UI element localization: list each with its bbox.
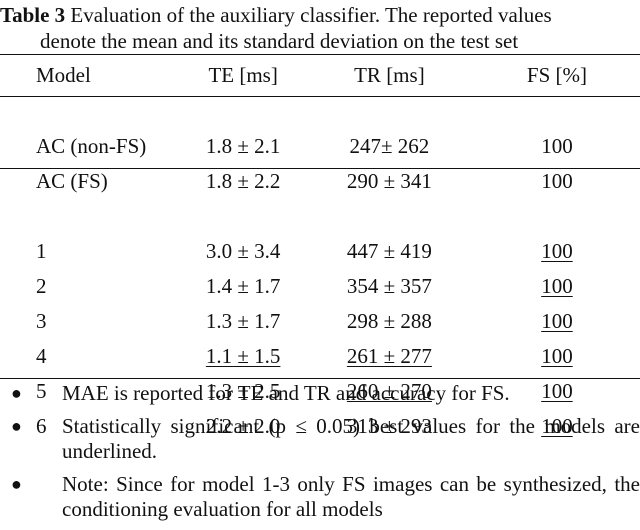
cell-tr: 247± 262: [349, 134, 430, 158]
cell-tr: 260 ± 270: [305, 374, 474, 409]
baseline-separator-rule: [0, 168, 640, 169]
header-tr: TR [ms]: [354, 62, 425, 87]
cell-model: 1: [36, 239, 47, 263]
cell-model: 6: [36, 414, 47, 438]
cell-model: AC (non-FS): [36, 134, 147, 158]
cell-model: AC (FS): [36, 169, 108, 193]
table-row: 1 3.0 ± 3.4 447 ± 419 100: [0, 234, 640, 269]
table-row: 3 1.3 ± 1.7 298 ± 288 100: [0, 304, 640, 339]
table-top-rule: [0, 54, 640, 55]
caption-text-line2: denote the mean and its standard deviati…: [40, 29, 519, 53]
cell-tr: 313 ± 293: [346, 414, 432, 438]
cell-te: 2.2 ± 2.0: [205, 414, 281, 438]
cell-te: 1.3 ± 1.7: [205, 309, 281, 333]
cell-te: 1.3 ± 2.5: [205, 379, 281, 403]
underlined-value: 260 ± 270: [346, 379, 432, 403]
cell-te: 1.8 ± 2.1: [205, 134, 281, 158]
table-row: 6 2.2 ± 2.0 313 ± 293 100: [0, 409, 640, 444]
underlined-value: 100: [541, 239, 573, 263]
cell-model: 4: [36, 344, 47, 368]
cell-tr: 298 ± 288: [346, 309, 432, 333]
cell-model: 2: [36, 274, 47, 298]
table-bottom-rule: [0, 378, 640, 379]
bullet-icon: ●: [11, 416, 22, 436]
note-item: ● Note: Since for model 1-3 only FS imag…: [0, 472, 640, 522]
note-text: Statistically significant (p ≤ 0.05) bes…: [62, 414, 640, 463]
underlined-value: 100: [541, 344, 573, 368]
underlined-value: 100: [541, 414, 573, 438]
cell-tr: 447 ± 419: [346, 239, 432, 263]
header-fs: FS [%]: [526, 62, 587, 87]
note-text: Note: Since for model 1-3 only FS images…: [62, 472, 640, 521]
table-row: 4 1.1 ± 1.5 261 ± 277 100: [0, 339, 640, 374]
table-row: 2 1.4 ± 1.7 354 ± 357 100: [0, 269, 640, 304]
cell-fs: 100: [474, 269, 640, 304]
cell-te: 3.0 ± 3.4: [205, 239, 281, 263]
cell-fs: 100: [541, 134, 573, 158]
underlined-value: 100: [541, 379, 573, 403]
note-item: ● Statistically significant (p ≤ 0.05) b…: [0, 414, 640, 464]
cell-te: 1.8 ± 2.2: [205, 169, 281, 193]
header-rule: [0, 96, 640, 97]
results-table: Model TE [ms] TR [ms] FS [%] AC (non-FS)…: [0, 56, 640, 444]
underlined-value: 1.1 ± 1.5: [205, 344, 281, 368]
header-te: TE [ms]: [208, 62, 278, 87]
cell-tr: 261 ± 277: [305, 339, 474, 374]
cell-tr: 290 ± 341: [346, 169, 432, 193]
caption-text-line1: Evaluation of the auxiliary classifier. …: [70, 3, 552, 27]
table-notes: ● MAE is reported for TE and TR and accu…: [0, 381, 640, 530]
cell-fs: 100: [474, 409, 640, 444]
underlined-value: 100: [541, 274, 573, 298]
table-row: 5 1.3 ± 2.5 260 ± 270 100: [0, 374, 640, 409]
cell-te: 1.4 ± 1.7: [205, 274, 281, 298]
bullet-icon: ●: [11, 474, 22, 494]
table-caption: Table 3 Evaluation of the auxiliary clas…: [0, 2, 640, 54]
cell-te: 1.1 ± 1.5: [181, 339, 305, 374]
table-header-row: Model TE [ms] TR [ms] FS [%]: [0, 56, 640, 94]
underlined-value: 261 ± 277: [346, 344, 432, 368]
note-text: MAE is reported for TE and TR and accura…: [62, 381, 510, 405]
note-item: ● MAE is reported for TE and TR and accu…: [0, 381, 640, 406]
table-row: AC (FS) 1.8 ± 2.2 290 ± 341 100: [0, 164, 640, 199]
cell-fs: 100: [474, 304, 640, 339]
underlined-value: 100: [541, 309, 573, 333]
table-row: AC (non-FS) 1.8 ± 2.1 247± 262 100: [0, 129, 640, 164]
cell-fs: 100: [541, 169, 573, 193]
cell-model: 3: [36, 309, 47, 333]
cell-fs: 100: [474, 374, 640, 409]
cell-tr: 354 ± 357: [346, 274, 432, 298]
cell-fs: 100: [474, 234, 640, 269]
cell-model: 5: [36, 379, 47, 403]
cell-fs: 100: [474, 339, 640, 374]
caption-label: Table 3: [0, 3, 66, 27]
header-model: Model: [36, 62, 91, 87]
bullet-icon: ●: [11, 383, 22, 403]
